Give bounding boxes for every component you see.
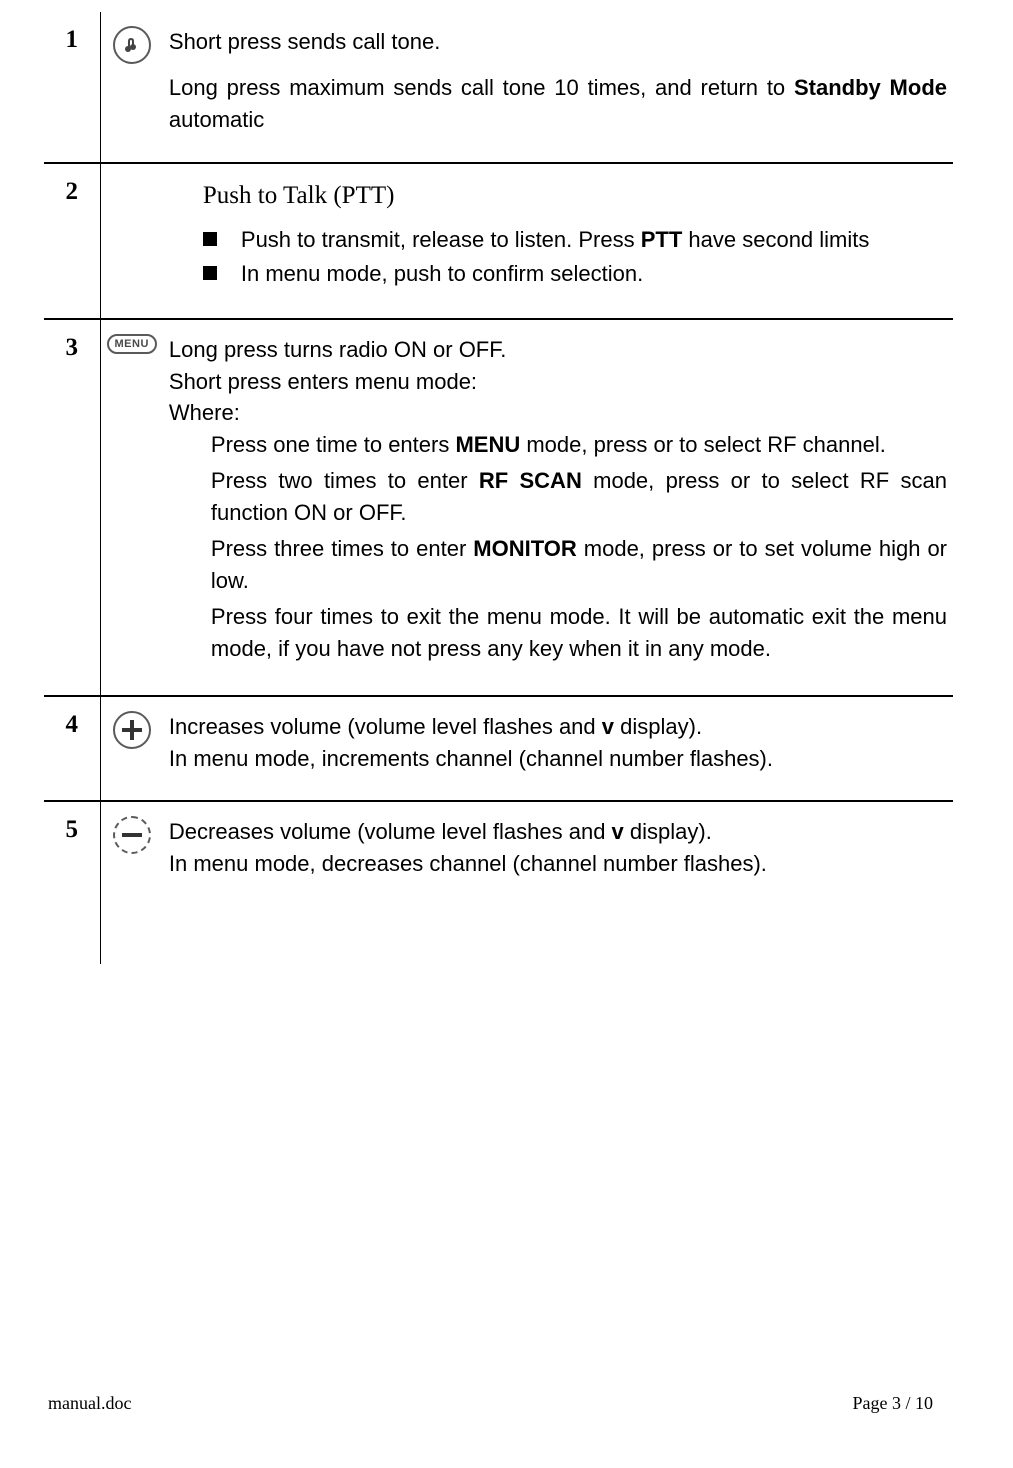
plus-icon	[113, 711, 151, 749]
text-span: Decreases volume (volume level flashes a…	[169, 819, 612, 844]
text-span: have second limits	[682, 227, 869, 252]
indent-block: Press one time to enters MENU mode, pres…	[169, 429, 947, 664]
text-span: display).	[624, 819, 712, 844]
icon-cell	[100, 163, 163, 319]
description-cell: Long press turns radio ON or OFF. Short …	[163, 319, 953, 696]
description-cell: Short press sends call tone. Long press …	[163, 12, 953, 163]
page-content: 1 Short press sends call tone. Long pres…	[0, 0, 1013, 964]
text-line: Short press sends call tone.	[169, 26, 947, 58]
row-number: 1	[44, 12, 100, 163]
text-span: Increases volume (volume level flashes a…	[169, 714, 602, 739]
text-line: Where:	[169, 397, 947, 429]
ptt-title: Push to Talk (PTT)	[163, 178, 947, 214]
table-row: 3 MENU Long press turns radio ON or OFF.…	[44, 319, 953, 696]
row-number: 3	[44, 319, 100, 696]
call-tone-icon	[113, 26, 151, 64]
row-number: 2	[44, 163, 100, 319]
text-span: Press two times to enter	[211, 468, 479, 493]
text-para: Press two times to enter RF SCAN mode, p…	[211, 465, 947, 529]
icon-cell	[100, 696, 163, 802]
text-span: Long press maximum sends call tone 10 ti…	[169, 75, 794, 100]
table-row: 2 Push to Talk (PTT) Push to transmit, r…	[44, 163, 953, 319]
description-cell: Increases volume (volume level flashes a…	[163, 696, 953, 802]
page-footer: manual.doc Page 3 / 10	[0, 1393, 1013, 1414]
text-span: Push to transmit, release to listen. Pre…	[241, 227, 641, 252]
text-line: Decreases volume (volume level flashes a…	[169, 816, 947, 848]
description-cell: Push to Talk (PTT) Push to transmit, rel…	[163, 163, 953, 319]
row-number: 5	[44, 801, 100, 964]
icon-cell: MENU	[100, 319, 163, 696]
bullet-list: Push to transmit, release to listen. Pre…	[163, 224, 947, 290]
text-para: Press three times to enter MONITOR mode,…	[211, 533, 947, 597]
text-line: Increases volume (volume level flashes a…	[169, 711, 947, 743]
row-number: 4	[44, 696, 100, 802]
icon-cell	[100, 12, 163, 163]
bold-text: PTT	[641, 227, 683, 252]
list-item: Push to transmit, release to listen. Pre…	[203, 224, 947, 256]
text-span: Press one time to enters	[211, 432, 456, 457]
text-span: automatic	[169, 107, 264, 132]
footer-filename: manual.doc	[48, 1393, 131, 1414]
text-span: mode, press or to select RF channel.	[520, 432, 886, 457]
text-line: Long press turns radio ON or OFF.	[169, 334, 947, 366]
bold-text: RF SCAN	[479, 468, 582, 493]
table-row: 4 Increases volume (volume level flashes…	[44, 696, 953, 802]
text-line: In menu mode, decreases channel (channel…	[169, 848, 947, 880]
text-para: Press four times to exit the menu mode. …	[211, 601, 947, 665]
table-row: 5 Decreases volume (volume level flashes…	[44, 801, 953, 964]
text-line: In menu mode, increments channel (channe…	[169, 743, 947, 775]
bold-text: Standby Mode	[794, 75, 947, 100]
text-span: display).	[614, 714, 702, 739]
bold-text: MENU	[455, 432, 520, 457]
bold-text: v	[602, 714, 614, 739]
text-span: Press three times to enter	[211, 536, 473, 561]
list-item: In menu mode, push to confirm selection.	[203, 258, 947, 290]
minus-icon	[113, 816, 151, 854]
footer-page-number: Page 3 / 10	[853, 1393, 934, 1414]
text-para: Press one time to enters MENU mode, pres…	[211, 429, 947, 461]
bold-text: MONITOR	[473, 536, 576, 561]
controls-table: 1 Short press sends call tone. Long pres…	[44, 12, 953, 964]
table-row: 1 Short press sends call tone. Long pres…	[44, 12, 953, 163]
description-cell: Decreases volume (volume level flashes a…	[163, 801, 953, 964]
menu-icon: MENU	[107, 334, 157, 354]
text-line: Long press maximum sends call tone 10 ti…	[169, 72, 947, 136]
bold-text: v	[612, 819, 624, 844]
text-line: Short press enters menu mode:	[169, 366, 947, 398]
icon-cell	[100, 801, 163, 964]
